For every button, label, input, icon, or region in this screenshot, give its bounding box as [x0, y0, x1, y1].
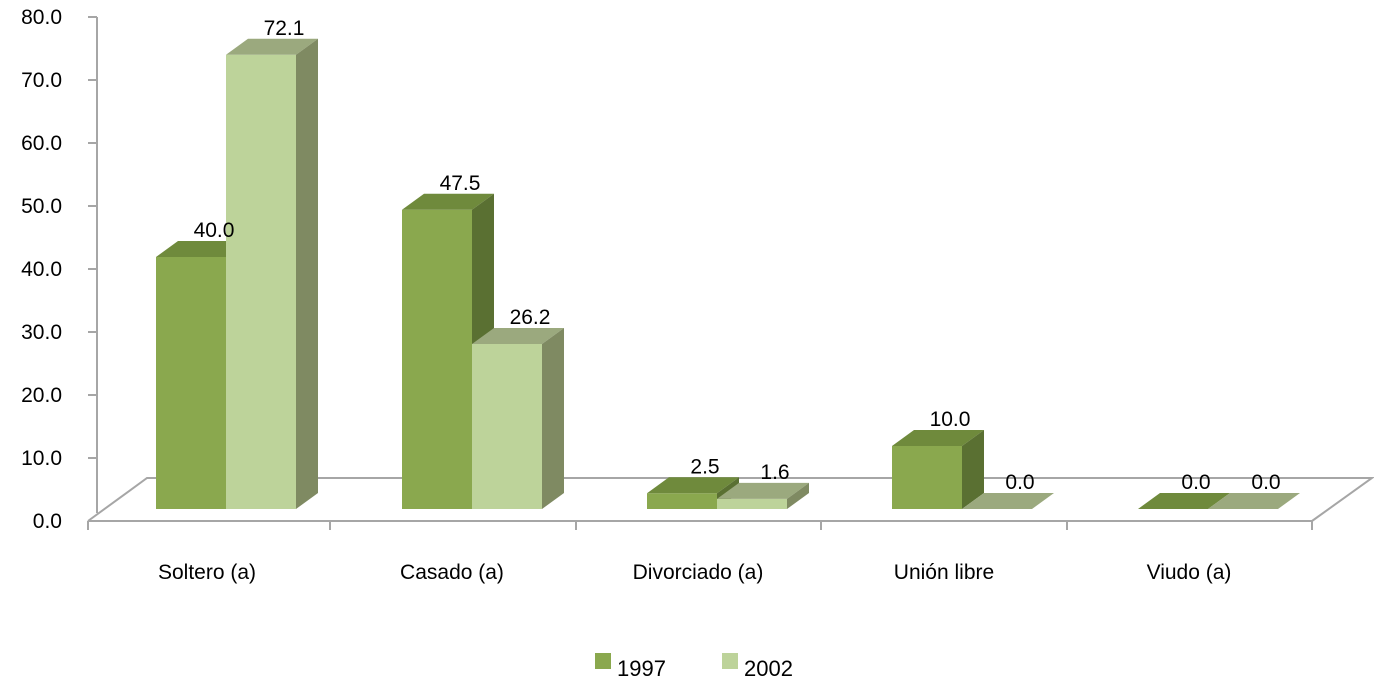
bar-top: [1208, 493, 1300, 509]
legend: 1997 2002: [595, 653, 793, 681]
data-label: 72.1: [264, 17, 305, 40]
bar-front: [892, 446, 962, 509]
y-tick-label: 10.0: [21, 447, 62, 470]
data-label: 1.6: [760, 461, 789, 484]
bar-2002-3: [962, 493, 1054, 509]
legend-swatch-1997: [595, 653, 611, 669]
x-tick-label: Soltero (a): [158, 561, 256, 584]
bar-side: [787, 482, 809, 509]
y-tick-label: 40.0: [21, 258, 62, 281]
bar-front: [647, 493, 717, 509]
bar-top: [1138, 493, 1230, 509]
data-labels: 40.0 72.1 47.5 26.2 2.5 1.6 10.0 0.0 0.0 0.0: [194, 17, 1281, 494]
y-tick-label: 70.0: [21, 69, 62, 92]
legend-label-2002: 2002: [744, 656, 793, 681]
data-label: 10.0: [930, 408, 971, 431]
y-tick-label: 80.0: [21, 6, 62, 29]
bar-side: [296, 38, 318, 510]
bar-top: [892, 430, 984, 446]
data-label: 0.0: [1251, 471, 1280, 494]
legend-swatch-2002: [722, 653, 738, 669]
bar-2002-1: [472, 327, 564, 509]
bar-1997-4: [1138, 493, 1230, 509]
bar-2002-4: [1208, 493, 1300, 509]
bar-side: [542, 327, 564, 509]
data-label: 2.5: [690, 455, 719, 478]
data-label: 47.5: [440, 172, 481, 195]
bar-front: [226, 54, 296, 510]
bar-top: [717, 482, 809, 499]
x-tick-label: Unión libre: [894, 561, 994, 584]
data-label: 40.0: [194, 219, 235, 242]
y-tick-label: 20.0: [21, 384, 62, 407]
bar-top: [156, 241, 248, 257]
bar-front: [402, 209, 472, 509]
chart-floor: [87, 477, 1374, 522]
bar-1997-3: [892, 430, 984, 509]
bar-side: [962, 430, 984, 509]
x-tick-label: Viudo (a): [1147, 561, 1232, 584]
bar-front: [717, 498, 787, 509]
y-axis: 0.0 10.0 20.0 30.0 40.0 50.0 60.0 70.0 80.0: [21, 6, 1313, 533]
bar-top: [226, 38, 318, 55]
data-label: 0.0: [1181, 471, 1210, 494]
y-tick-label: 0.0: [33, 510, 62, 533]
bar-top: [472, 327, 564, 344]
data-label: 26.2: [510, 306, 551, 329]
y-tick-label: 60.0: [21, 132, 62, 155]
bar-top: [647, 477, 739, 494]
bar-2002-0: [226, 38, 318, 510]
bar-front: [156, 257, 226, 509]
y-tick-label: 50.0: [21, 195, 62, 218]
bar-2002-2: [717, 482, 809, 509]
bar-top: [402, 193, 494, 210]
data-label: 0.0: [1005, 471, 1034, 494]
floor-outline: [87, 477, 1374, 522]
legend-label-1997: 1997: [617, 656, 666, 681]
x-tick-label: Divorciado (a): [633, 561, 764, 584]
y-tick-label: 30.0: [21, 321, 62, 344]
x-axis-labels: Soltero (a) Casado (a) Divorciado (a) Unión…: [158, 561, 1231, 584]
x-tick-label: Casado (a): [400, 561, 504, 584]
bar-front: [472, 343, 542, 509]
bars: [156, 38, 1300, 510]
bar-top: [962, 493, 1054, 509]
